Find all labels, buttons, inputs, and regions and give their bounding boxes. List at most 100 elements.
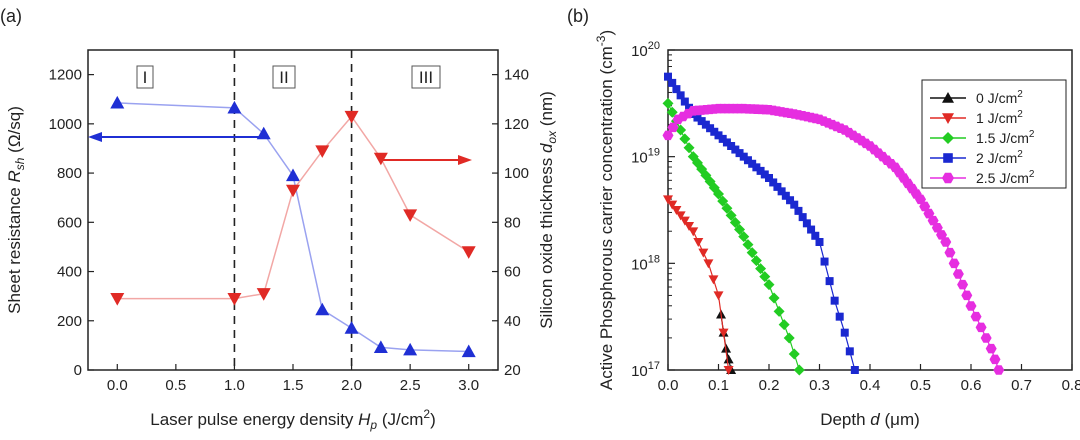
x-tick-label: 0.6 [961,377,982,394]
data-point [110,293,125,306]
data-point [718,328,729,338]
data-point [965,301,977,311]
region-label: III [419,68,433,87]
data-point [825,277,834,286]
x-tick-label: 2.0 [341,377,362,394]
y-right-tick-label: 140 [504,67,529,84]
legend-marker [943,153,953,163]
x-tick-label: 0.0 [658,377,679,394]
x-tick-label: 1.0 [224,377,245,394]
data-point [723,354,734,364]
data-point [738,231,750,243]
region-box [272,65,296,89]
data-point [940,237,952,247]
data-point [721,202,733,214]
data-point [845,347,854,356]
y-tick-label: 1018 [631,253,660,273]
data-point [344,321,359,334]
data-point [713,188,724,200]
series-line [117,102,469,353]
y-right-tick-label: 100 [504,165,529,182]
panel-b-legend: 0 J/cm2 1 J/cm2 1.5 J/cm2 2 J/cm2 2.5 J/cm2 [921,79,1067,189]
y-right-tick-label: 60 [504,264,521,281]
data-point [961,290,973,301]
legend-marker [942,132,954,144]
x-tick-label: 0.8 [1062,377,1080,394]
y-left-tick-label: 800 [57,165,82,182]
data-point [725,209,737,221]
left-axis-arrow [88,132,262,142]
y-right-tick-label: 40 [504,313,521,330]
data-point [783,332,795,344]
data-point [793,364,805,376]
panel-a-label: (a) [0,6,22,26]
y-left-tick-label: 1000 [49,116,82,133]
data-point [723,366,734,375]
data-point [403,342,418,356]
legend-label: 2 J/cm2 [976,149,1023,166]
data-point [750,255,762,267]
panel-b-ticks: 0.0 0.1 0.2 0.3 0.4 0.5 0.6 0.7 0.8 1017 1018 1019 1… [631,40,1080,394]
data-point [993,365,1005,375]
data-point [680,97,689,106]
data-point [746,247,758,259]
data-point [698,248,709,258]
data-point [759,271,771,283]
panel-a-ylabel-right: Silicon oxide thickness dox (nm) [537,91,559,329]
region-label: I [143,68,148,87]
data-point [850,366,859,374]
data-point [256,288,271,301]
data-point [703,259,714,269]
data-point [948,258,960,269]
y-right-tick-label: 80 [504,214,521,231]
data-point [683,142,695,154]
legend-label: 1 J/cm2 [976,109,1023,126]
data-point [975,322,987,333]
data-point [768,292,780,304]
data-point [693,238,704,247]
data-point [798,213,807,222]
y-tick-label: 1019 [631,147,660,167]
data-point [802,219,811,228]
data-point [679,216,690,226]
panel-b: (b) 0.0 0.1 0.2 0.3 0.4 0.5 0.6 0.7 0.8 1017 1018 1… [567,6,1080,429]
y-left-tick-label: 200 [57,313,82,330]
region-box [411,65,441,89]
data-point [830,296,839,305]
data-point [315,302,330,316]
data-point [286,184,300,198]
data-point [227,293,242,306]
data-point [672,85,681,94]
panel-a: (a) 0.0 0.5 1.0 1.5 2.0 2.5 3.0 0 200 400 600 800 10… [0,6,559,432]
data-point [717,195,729,207]
data-point [985,343,997,354]
y-left-tick-label: 600 [57,214,82,231]
x-tick-label: 3.0 [458,377,479,394]
y-right-tick-label: 20 [504,362,521,379]
data-point [811,231,820,240]
data-point [373,340,388,353]
legend-label: 0 J/cm2 [976,89,1023,106]
x-tick-label: 0.7 [1011,377,1032,394]
x-tick-label: 0.0 [107,377,128,394]
panel-a-series [110,95,476,358]
data-point [675,211,686,221]
data-point [729,216,741,228]
data-point [461,246,476,259]
legend-marker [942,92,954,103]
legend-label: 2.5 J/cm2 [976,169,1035,186]
data-point [773,305,785,317]
data-point [461,344,476,358]
legend-label: 1.5 J/cm2 [976,129,1035,146]
series-line [117,115,470,300]
x-tick-label: 0.4 [860,377,881,394]
data-point [840,328,849,337]
panel-b-ylabel: Active Phosphorous carrier concentration… [594,30,616,390]
data-point [684,222,695,231]
data-point [794,206,803,215]
data-point [952,269,964,279]
data-point [344,110,359,124]
panel-b-xlabel: Depth d (μm) [820,410,920,429]
panel-a-region-dividers [233,50,353,370]
